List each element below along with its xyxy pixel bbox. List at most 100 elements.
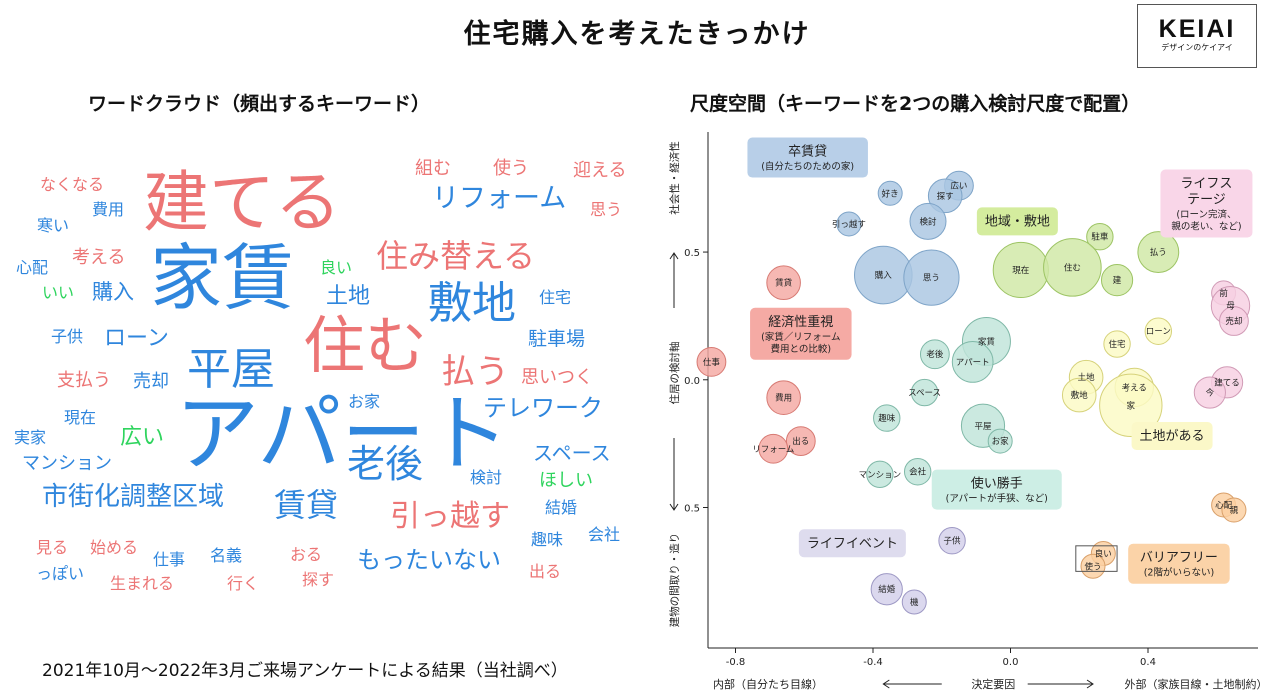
bubble-結婚 — [870, 573, 903, 606]
bubble-住む — [1043, 238, 1102, 297]
cloud-word: マンション — [22, 453, 112, 474]
bubble-払う — [1137, 231, 1180, 273]
bubble-趣味 — [873, 404, 901, 432]
annotation-body: (自分たちのための家) — [761, 161, 854, 173]
bubble-label: スペース — [908, 389, 941, 399]
cloud-word: 探す — [302, 570, 335, 589]
bubble-出る — [785, 426, 816, 456]
bubble-label: 使う — [1084, 561, 1101, 572]
annotation-title: 土地がある — [1140, 429, 1205, 444]
annotation-box — [1128, 543, 1230, 584]
cloud-word: 心配 — [16, 258, 49, 277]
annotation-box — [798, 529, 906, 558]
annotation-box — [1160, 169, 1253, 238]
bubble-label: 趣味 — [878, 413, 896, 424]
annotation-title: 地域・敷地 — [985, 214, 1050, 229]
bubble-今 — [1193, 376, 1226, 409]
bubble-使う — [1080, 553, 1106, 579]
bubble-label: 平屋 — [974, 422, 992, 432]
bubble-子供 — [938, 527, 966, 555]
cloud-word: なくなる — [40, 175, 105, 194]
cloud-word: 会社 — [588, 525, 621, 544]
cloud-word: おる — [290, 545, 323, 564]
cloud-word: いい — [42, 283, 75, 302]
bubble-label: 今 — [1206, 388, 1215, 399]
annotation-body: 費用との比較) — [771, 343, 832, 355]
bubble-label: 家賃 — [978, 336, 996, 347]
bubble-label: 検討 — [919, 216, 937, 227]
annotation-body: (家賃／リフォーム — [761, 331, 840, 343]
bubble-機 — [901, 589, 927, 615]
cloud-word: もったいない — [357, 546, 501, 574]
cloud-word: 住宅 — [539, 288, 572, 307]
wordcloud-title: ワードクラウド（頻出するキーワード） — [88, 93, 431, 115]
bubble-label: 購入 — [875, 270, 893, 281]
x-label-center: 決定要因 — [971, 677, 1015, 690]
bubble-老後 — [919, 339, 950, 370]
arrow-left-head — [882, 679, 890, 689]
bubble-label: 子供 — [944, 536, 962, 547]
cloud-word: 支払う — [57, 370, 111, 391]
bubble-スペース — [910, 378, 939, 407]
cloud-word: 売却 — [133, 371, 169, 392]
bubble-住宅 — [1103, 330, 1131, 358]
bubble-検討 — [909, 202, 947, 240]
bubble-建 — [1100, 264, 1134, 297]
bubble-label: 払う — [1150, 247, 1167, 258]
bubble-駐車 — [1086, 223, 1114, 251]
bubble-リフォーム — [758, 433, 789, 464]
cloud-word: 払う — [441, 352, 509, 392]
annotation-title: 使い勝手 — [971, 476, 1023, 492]
x-label-left: 内部（自分たち目線） — [713, 677, 823, 690]
company-logo: KEIAI デザインのケイアイ — [1137, 4, 1257, 68]
cloud-word: スペース — [533, 441, 611, 465]
cloud-word: お家 — [348, 392, 381, 411]
cloud-word: 子供 — [51, 327, 84, 346]
cloud-word: 考える — [72, 247, 126, 268]
cloud-word: 現在 — [64, 408, 97, 427]
arrow-up-head — [669, 252, 679, 260]
word-cloud: 建てる 家賃 住む アパート 平屋 住み替える 敷地 老後 払う 引っ越す 賃貸 市街化調整区域 リフォ… — [0, 130, 650, 650]
bubble-label: アパート — [956, 358, 990, 368]
logo-brand: KEIAI — [1158, 15, 1236, 43]
bubble-label: 現在 — [1012, 265, 1029, 276]
cloud-word: 迎える — [573, 160, 627, 181]
bubble-label: 母 — [1226, 302, 1235, 312]
bubble-label: 建 — [1113, 275, 1122, 286]
bubble-label: リフォーム — [752, 445, 794, 455]
bubble-探す — [927, 178, 963, 214]
bubble-label: 家 — [1127, 400, 1136, 411]
bubble-家 — [1099, 373, 1163, 438]
annotation-box — [750, 307, 852, 360]
x-label-right: 外部（家族目線・土地制約） — [1125, 677, 1261, 690]
cloud-word: 広い — [120, 425, 165, 450]
page-title: 住宅購入を考えたきっかけ — [463, 19, 811, 50]
bubble-label: 考える — [1122, 383, 1147, 393]
cloud-word: 購入 — [92, 280, 134, 304]
bubble-親 — [1221, 497, 1247, 523]
cloud-word: 敷地 — [428, 278, 516, 329]
annotation-box — [1131, 421, 1213, 450]
bubble-label: 建てる — [1214, 377, 1240, 388]
cloud-word: 始める — [90, 538, 139, 557]
bubble-label: 親 — [1230, 505, 1239, 516]
bubble-label: 思う — [923, 274, 940, 284]
annotation-title: 卒賃貸 — [788, 144, 827, 160]
annotation-title: 経済性重視 — [768, 314, 833, 330]
x-tick-label: -0.8 — [726, 657, 746, 668]
cloud-word: 老後 — [347, 442, 424, 486]
bubble-label: 好き — [882, 188, 899, 199]
cloud-word: 良い — [320, 258, 353, 277]
bubble-label: ローン — [1146, 327, 1171, 337]
cloud-word: 費用 — [92, 200, 125, 219]
x-tick-label: 0.4 — [1140, 657, 1156, 668]
annotation-title: テージ — [1187, 193, 1226, 208]
bubble-好き — [877, 180, 903, 206]
bubble-敷地 — [1061, 377, 1097, 413]
bubble-label: 費用 — [775, 393, 792, 404]
bubble-費用 — [766, 380, 801, 415]
highlight-box — [1075, 545, 1118, 572]
cloud-word: リフォーム — [432, 183, 567, 214]
bubble-label: 老後 — [926, 349, 944, 360]
annotation-body: (2階がいらない) — [1144, 567, 1214, 579]
